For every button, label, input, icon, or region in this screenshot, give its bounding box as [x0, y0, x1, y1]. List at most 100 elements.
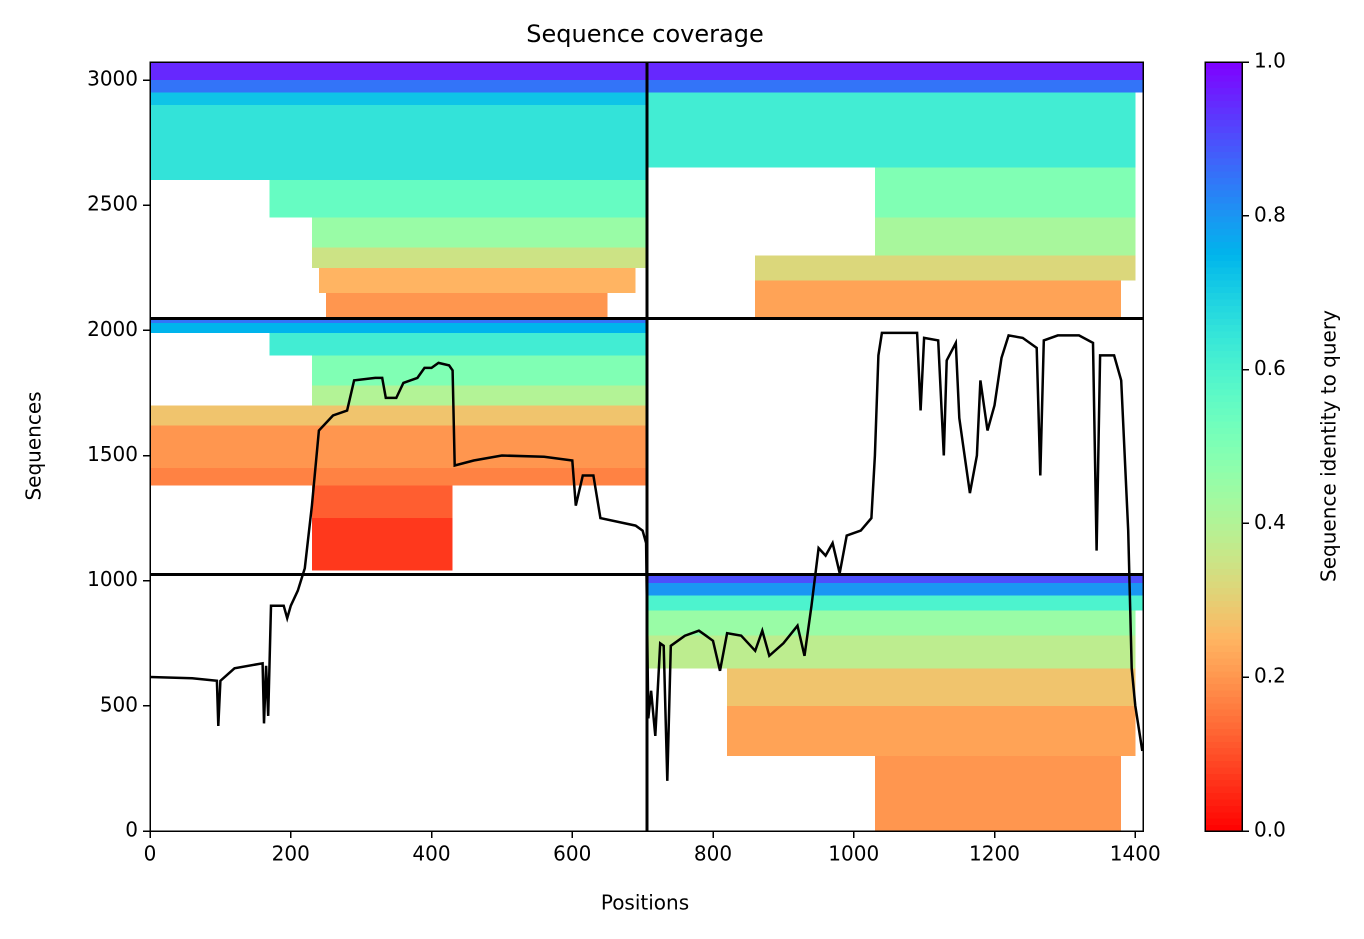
colorbar-swatch: [1205, 497, 1242, 505]
colorbar-swatch: [1205, 138, 1242, 146]
colorbar-swatch: [1205, 433, 1242, 441]
coverage-band: [646, 92, 1136, 168]
colorbar-swatch: [1205, 132, 1242, 140]
colorbar-swatch: [1205, 645, 1242, 653]
colorbar-tick-label: 0.0: [1254, 818, 1286, 842]
y-tick-label: 2500: [87, 192, 138, 216]
colorbar-frame: [1204, 61, 1243, 832]
colorbar-swatch: [1205, 318, 1242, 326]
colorbar-swatch: [1205, 709, 1242, 717]
colorbar-swatch: [1205, 561, 1242, 569]
colorbar-swatch: [1205, 267, 1242, 274]
colorbar-swatch: [1205, 299, 1242, 307]
colorbar-swatch: [1205, 363, 1242, 371]
coverage-band: [311, 217, 647, 248]
colorbar-swatch: [1205, 401, 1242, 409]
colorbar-swatch: [1205, 459, 1242, 467]
coverage-band: [311, 247, 647, 268]
colorbar-swatch: [1205, 529, 1242, 537]
coverage-band: [646, 610, 1136, 636]
coverage-band: [727, 705, 1136, 756]
x-tick-label: 200: [272, 842, 310, 866]
colorbar-swatch: [1205, 260, 1242, 268]
colorbar-swatch: [1205, 202, 1242, 210]
y-tick-label: 500: [100, 692, 138, 716]
y-tick-label: 0: [125, 818, 138, 842]
colorbar-swatch: [1205, 145, 1242, 153]
colorbar-swatch: [1205, 190, 1242, 198]
colorbar-swatch: [1205, 779, 1242, 787]
colorbar-swatch: [1205, 516, 1242, 524]
colorbar-swatch: [1205, 324, 1242, 332]
colorbar-swatch: [1205, 606, 1242, 614]
coverage-band: [874, 167, 1136, 218]
colorbar-swatch: [1205, 388, 1242, 396]
colorbar-swatch: [1205, 715, 1242, 723]
x-tick-label: 1400: [1110, 842, 1161, 866]
x-tick-label: 800: [694, 842, 732, 866]
colorbar-swatch: [1205, 68, 1242, 76]
x-axis-label: Positions: [601, 891, 689, 915]
coverage-line: [149, 331, 1144, 781]
colorbar-tick-label: 1.0: [1254, 49, 1286, 73]
colorbar-swatch: [1205, 305, 1242, 313]
coverage-band: [150, 425, 647, 469]
colorbar-swatch: [1205, 151, 1242, 159]
colorbar-swatch: [1205, 760, 1242, 768]
coverage-band: [646, 80, 1143, 93]
coverage-band: [269, 332, 647, 356]
colorbar-swatch: [1205, 343, 1242, 351]
colorbar-swatch: [1205, 574, 1242, 582]
colorbar-swatch: [1205, 677, 1242, 685]
colorbar-swatch: [1205, 126, 1242, 133]
colorbar-swatch: [1205, 657, 1242, 665]
colorbar-swatch: [1205, 337, 1242, 345]
colorbar-swatch: [1205, 824, 1242, 832]
colorbar-swatch: [1205, 792, 1242, 800]
y-tick-label: 1000: [87, 567, 138, 591]
y-axis-label: Sequences: [22, 391, 46, 500]
x-tick-label: 1000: [828, 842, 879, 866]
colorbar-swatch: [1205, 235, 1242, 242]
coverage-band: [150, 105, 647, 181]
colorbar-swatch: [1205, 491, 1242, 499]
colorbar-tick-label: 0.6: [1254, 356, 1286, 380]
coverage-band: [150, 318, 647, 323]
colorbar-swatch: [1205, 818, 1242, 826]
coverage-band: [311, 355, 647, 386]
colorbar-swatch: [1205, 670, 1242, 678]
colorbar-swatch: [1205, 798, 1242, 806]
colorbar-swatch: [1205, 376, 1242, 383]
colorbar-swatch: [1205, 395, 1242, 403]
colorbar-swatch: [1205, 754, 1242, 762]
colorbar-swatch: [1205, 638, 1242, 646]
coverage-band: [150, 405, 647, 426]
coverage-band: [325, 292, 608, 319]
colorbar-swatch: [1205, 215, 1242, 223]
colorbar-swatch: [1205, 170, 1242, 178]
coverage-band: [727, 668, 1136, 706]
colorbar-swatch: [1205, 222, 1242, 230]
coverage-band: [150, 80, 647, 93]
colorbar-swatch: [1205, 683, 1242, 691]
coverage-band: [269, 180, 647, 218]
colorbar-swatch: [1205, 369, 1242, 377]
colorbar-swatch: [1205, 465, 1242, 473]
colorbar-swatch: [1205, 100, 1242, 108]
coverage-band: [311, 485, 453, 519]
colorbar-swatch: [1205, 286, 1242, 294]
x-tick-label: 0: [144, 842, 157, 866]
colorbar-swatch: [1205, 113, 1242, 121]
colorbar-swatch: [1205, 164, 1242, 172]
colorbar-tick-label: 0.8: [1254, 202, 1286, 226]
colorbar-swatch: [1205, 62, 1242, 69]
colorbar-swatch: [1205, 690, 1242, 697]
coverage-band: [150, 468, 647, 486]
colorbar-swatch: [1205, 356, 1242, 364]
coverage-band: [646, 583, 1143, 596]
colorbar-swatch: [1205, 587, 1242, 595]
colorbar-swatch: [1205, 478, 1242, 486]
colorbar-swatch: [1205, 786, 1242, 794]
colorbar-swatch: [1205, 773, 1242, 781]
colorbar-swatch: [1205, 440, 1242, 447]
